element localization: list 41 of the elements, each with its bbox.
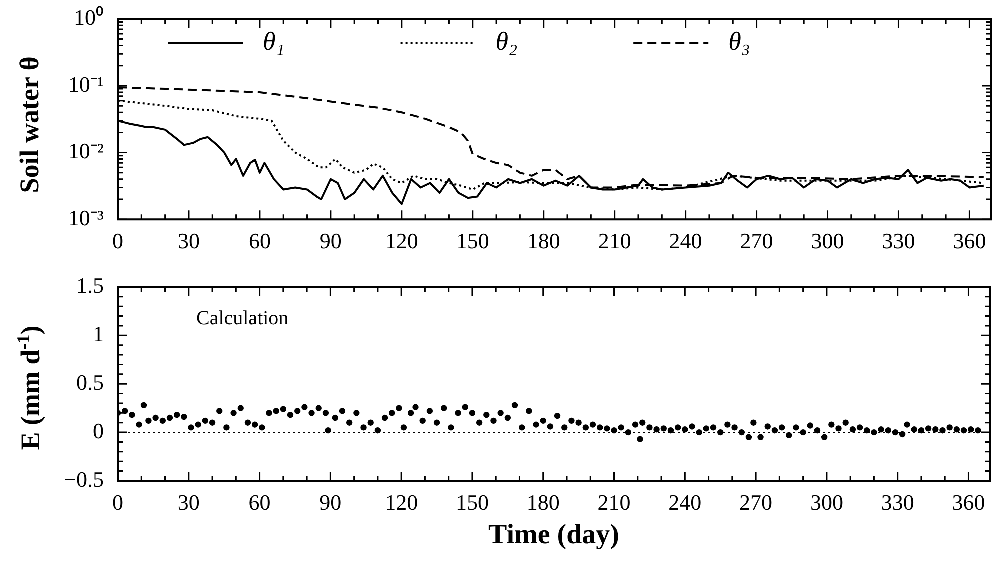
y-tick-label: 0.5 [76, 370, 104, 395]
x-tick-label: 30 [178, 490, 200, 515]
annotation: Calculation [196, 307, 289, 330]
legend-label: θ₂ [496, 27, 518, 56]
y-tick-label: 10⁻³ [68, 205, 104, 230]
y-tick-label: 1 [93, 321, 104, 346]
y-tick-label: −0.5 [64, 466, 104, 492]
x-tick-label: 0 [112, 490, 124, 515]
legend-label: θ₁ [263, 27, 285, 56]
x-tick-label: 30 [178, 228, 200, 254]
x-tick-label: 180 [527, 228, 560, 254]
x-tick-label: 90 [320, 490, 342, 515]
y-tick-label: 10⁻² [68, 138, 104, 164]
x-tick-label: 330 [881, 490, 914, 515]
y-axis-title: Soil water θ [14, 56, 46, 194]
x-tick-label: 210 [598, 490, 631, 515]
legend-label: θ₃ [728, 27, 750, 56]
x-tick-label: 0 [112, 228, 124, 254]
x-tick-label: 90 [320, 228, 342, 254]
x-tick-label: 120 [385, 228, 418, 254]
x-tick-label: 60 [248, 228, 271, 254]
y-tick-label: 10⁰ [74, 4, 104, 30]
x-tick-label: 240 [668, 490, 702, 515]
x-tick-label: 150 [456, 490, 489, 515]
x-tick-label: 360 [952, 490, 986, 515]
x-tick-label: 210 [598, 228, 632, 254]
x-tick-label: 60 [248, 490, 271, 515]
y-tick-label: 1.5 [76, 272, 104, 298]
x-axis-title: Time (day) [488, 519, 620, 550]
x-tick-label: 270 [740, 228, 774, 254]
x-tick-label: 360 [953, 228, 986, 254]
x-tick-label: 270 [740, 490, 773, 515]
x-tick-label: 240 [669, 228, 702, 254]
x-tick-label: 150 [456, 228, 490, 254]
x-tick-label: 300 [810, 490, 844, 515]
y-tick-label: 0 [93, 418, 104, 444]
x-tick-label: 300 [811, 228, 844, 254]
x-tick-label: 120 [385, 490, 418, 515]
y-tick-label: 10⁻¹ [68, 72, 104, 97]
x-tick-label: 180 [526, 490, 560, 515]
x-tick-label: 330 [882, 228, 916, 254]
